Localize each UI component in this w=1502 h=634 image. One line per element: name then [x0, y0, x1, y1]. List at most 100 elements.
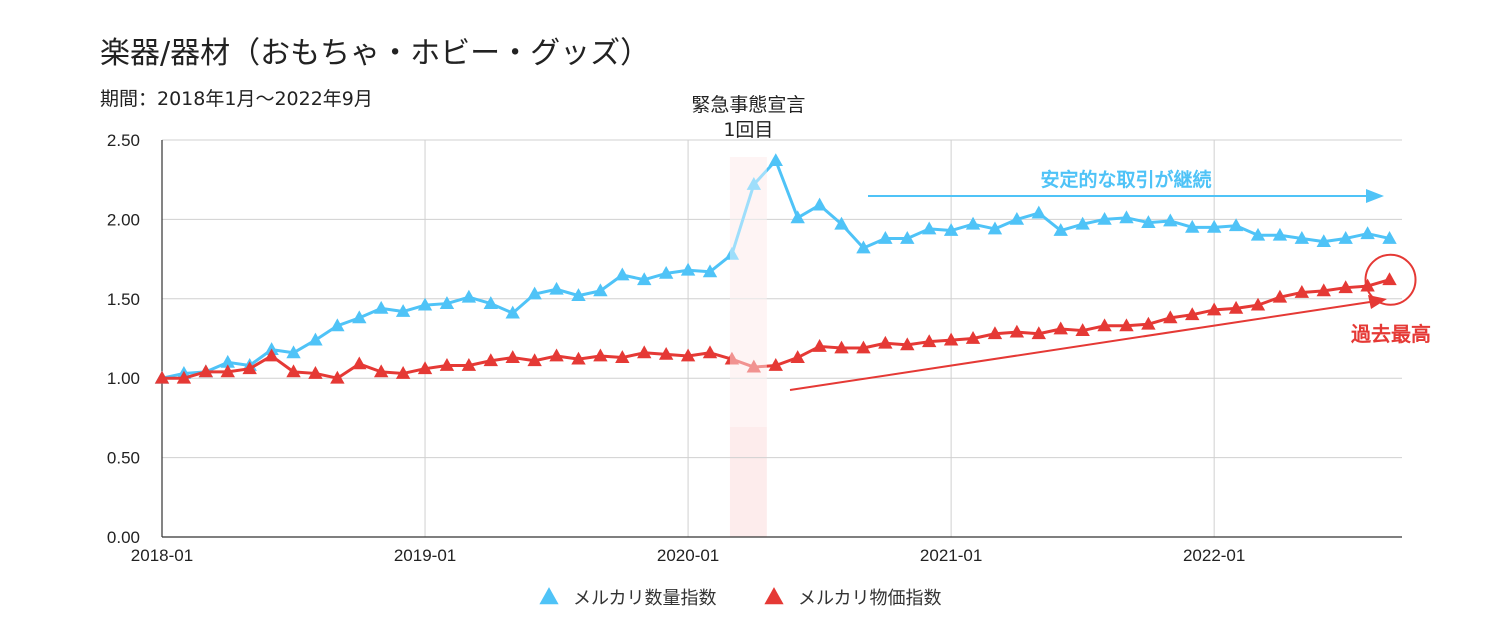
data-point	[637, 272, 652, 286]
data-point	[1097, 318, 1112, 332]
legend-marker	[764, 587, 784, 605]
annotation-record-arrowhead	[1368, 295, 1387, 309]
data-point	[1250, 227, 1266, 241]
data-point	[615, 267, 630, 281]
data-point	[1294, 231, 1310, 244]
data-point	[1382, 231, 1397, 244]
data-point	[878, 231, 893, 244]
data-point	[1294, 285, 1310, 298]
data-point	[965, 216, 981, 230]
data-point	[680, 262, 696, 276]
x-tick-label: 2019-01	[394, 546, 456, 565]
data-point	[352, 310, 367, 324]
data-point	[1053, 223, 1068, 236]
data-point	[1206, 219, 1222, 233]
y-tick-label: 1.50	[107, 290, 140, 309]
legend-label: メルカリ数量指数	[573, 588, 716, 609]
annotation-stable-arrowhead	[1366, 189, 1384, 203]
data-point	[834, 216, 849, 230]
data-point	[417, 361, 433, 375]
data-point	[220, 354, 235, 368]
data-point	[395, 304, 411, 317]
data-point	[417, 297, 433, 311]
data-point	[900, 231, 915, 244]
data-point	[1316, 283, 1331, 297]
x-tick-label: 2022-01	[1183, 546, 1245, 565]
data-point	[1316, 234, 1331, 248]
data-point	[1338, 280, 1353, 294]
data-point	[527, 353, 542, 367]
chart-subtitle: 期間：2018年1月〜2022年9月	[100, 88, 373, 110]
data-point	[1338, 231, 1353, 244]
data-point	[527, 286, 542, 300]
data-point	[1360, 226, 1375, 240]
data-point	[702, 345, 718, 359]
data-point	[724, 246, 740, 260]
data-point	[1141, 215, 1156, 228]
data-point	[395, 365, 411, 379]
data-point	[768, 153, 783, 167]
data-point	[242, 361, 257, 375]
x-tick-label: 2020-01	[657, 546, 719, 565]
data-point	[746, 359, 762, 373]
data-point	[987, 326, 1003, 340]
data-point	[352, 356, 367, 370]
data-point	[987, 221, 1003, 235]
data-point	[1163, 310, 1178, 324]
y-tick-label: 2.50	[107, 131, 140, 150]
data-point	[1185, 219, 1200, 233]
data-point	[724, 351, 740, 365]
legend-marker	[539, 587, 559, 605]
data-point	[637, 345, 652, 359]
data-point	[483, 353, 498, 367]
annotation-record-arrow	[789, 301, 1371, 391]
data-point	[264, 348, 279, 362]
data-point	[1141, 316, 1156, 330]
data-point	[1119, 210, 1134, 224]
data-point	[308, 365, 323, 379]
data-point	[812, 339, 827, 352]
y-tick-label: 0.00	[107, 528, 140, 547]
data-point	[658, 265, 674, 279]
data-point	[1360, 278, 1375, 292]
data-point	[856, 240, 871, 254]
data-point	[856, 340, 871, 354]
data-point	[1272, 289, 1288, 303]
legend: メルカリ数量指数 メルカリ物価指数	[539, 587, 941, 609]
data-point	[615, 350, 630, 363]
annotation-stable-label: 安定的な取引が継続	[1040, 168, 1211, 191]
data-point	[593, 283, 608, 297]
legend-label: メルカリ物価指数	[798, 588, 941, 609]
data-point	[1228, 218, 1244, 232]
data-point	[1075, 216, 1090, 230]
data-point	[1009, 211, 1025, 225]
data-point	[1206, 302, 1222, 316]
data-point	[943, 332, 959, 346]
highlight-band-label: 緊急事態宣言	[691, 94, 805, 116]
data-point	[790, 350, 805, 363]
data-point	[374, 300, 389, 314]
data-point	[154, 370, 170, 384]
data-point	[483, 296, 498, 309]
data-point	[900, 337, 915, 351]
data-point	[593, 348, 608, 362]
data-point	[549, 348, 564, 362]
data-point	[571, 288, 586, 302]
data-point	[505, 305, 520, 319]
data-point	[878, 335, 893, 349]
data-point	[439, 358, 455, 371]
data-point	[658, 346, 674, 360]
data-point	[461, 358, 477, 371]
data-point	[834, 340, 849, 354]
data-point	[1382, 272, 1397, 286]
data-point	[943, 223, 959, 236]
data-point	[812, 197, 827, 211]
annotation-record-label: 過去最高	[1351, 322, 1431, 346]
data-point	[1031, 326, 1046, 340]
x-tick-label: 2021-01	[920, 546, 982, 565]
data-point	[1185, 307, 1200, 321]
data-point	[330, 318, 345, 332]
series-2	[154, 272, 1397, 384]
data-point	[702, 264, 718, 278]
